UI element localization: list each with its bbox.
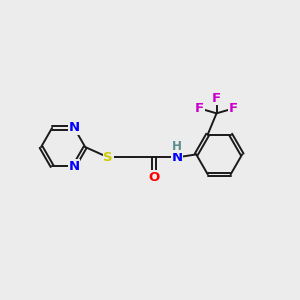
Text: N: N xyxy=(69,160,80,173)
Text: F: F xyxy=(229,102,238,116)
Text: O: O xyxy=(148,171,160,184)
Text: H: H xyxy=(172,140,182,153)
Text: N: N xyxy=(172,151,183,164)
Text: F: F xyxy=(212,92,221,104)
Text: F: F xyxy=(195,102,204,116)
Text: N: N xyxy=(69,122,80,134)
Text: S: S xyxy=(103,151,113,164)
